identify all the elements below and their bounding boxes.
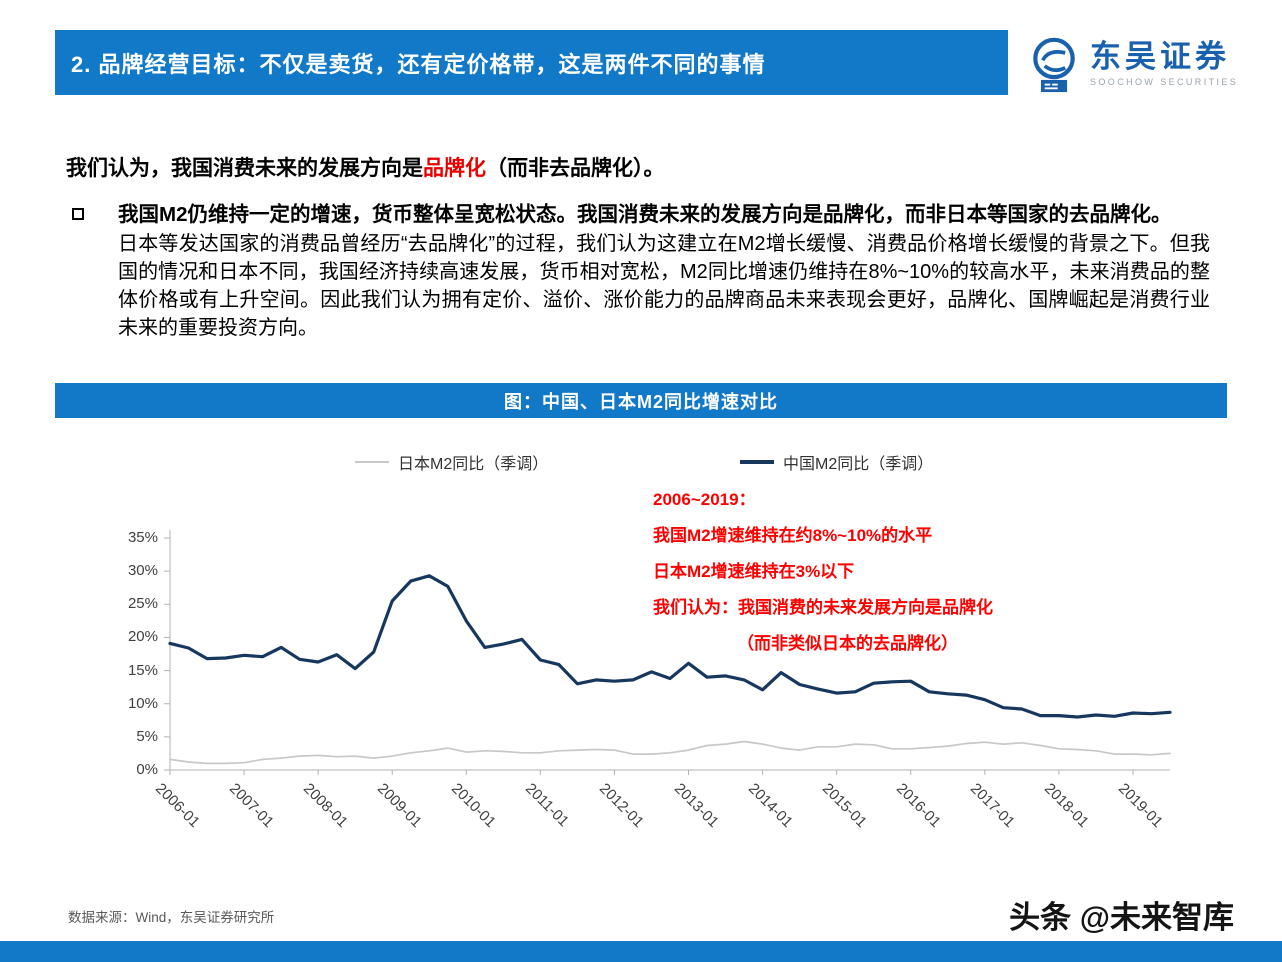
chart-canvas [164,530,1172,775]
data-source-note: 数据来源：Wind，东吴证券研究所 [68,910,275,925]
bullet-square-marker [72,208,84,220]
company-logo: 东吴证券 SOOCHOW SECURITIES [1026,36,1238,94]
y-axis-tick-label: 20% [127,628,158,646]
headline-prefix: 我们认为，我国消费未来的发展方向是 [66,157,423,180]
logo-name-cn: 东吴证券 [1090,39,1230,74]
chart-title: 图：中国、日本M2同比增速对比 [503,391,778,412]
bullet-paragraph: 我国M2仍维持一定的增速，货币整体呈宽松状态。我国消费未来的发展方向是品牌化，而… [118,201,1210,342]
y-axis-tick-label: 25% [127,595,158,613]
chart-title-bar: 图：中国、日本M2同比增速对比 [55,383,1227,418]
bottom-accent-bar [0,941,1282,962]
watermark-text: 头条 @未来智库 [1009,900,1234,935]
y-axis-tick-label: 10% [127,694,158,712]
header-bar: 2. 品牌经营目标：不仅是卖货，还有定价格带，这是两件不同的事情 [55,30,1008,95]
legend-label: 中国M2同比（季调） [783,456,934,473]
y-axis-tick-label: 30% [127,562,158,580]
legend-line-swatch [355,461,389,463]
y-axis-tick-label: 35% [127,529,158,546]
y-axis-tick-label: 15% [127,661,158,679]
legend-item: 中国M2同比（季调） [740,450,933,474]
chart-annotation: 2006~2019： 我国M2增速维持在约8%~10%的水平 日本M2增速维持在3%… [653,482,993,662]
m2-growth-chart: 日本M2同比（季调） 中国M2同比（季调） 2006~2019： 我国M2增速维持在… [0,418,1282,898]
legend-line-swatch [740,460,774,464]
bullet-bold-sentence: 我国M2仍维持一定的增速，货币整体呈宽松状态。我国消费未来的发展方向是品牌化，而… [118,203,1172,226]
y-axis-tick-label: 0% [136,761,158,778]
legend-label: 日本M2同比（季调） [398,456,549,473]
headline-suffix: （而非去品牌化）。 [486,157,665,180]
chart-annotation-line: 我国M2增速维持在约8%~10%的水平 [653,526,933,545]
logo-name-en: SOOCHOW SECURITIES [1090,77,1239,87]
page-title: 2. 品牌经营目标：不仅是卖货，还有定价格带，这是两件不同的事情 [71,51,766,77]
chart-annotation-line: 我们认为：我国消费的未来发展方向是品牌化 [653,598,993,617]
headline-highlight: 品牌化 [423,157,486,180]
y-axis-tick-label: 5% [136,727,158,745]
japan-m2-line [169,740,1171,765]
legend-item: 日本M2同比（季调） [355,450,548,474]
soochow-logo-icon [1033,37,1075,93]
section-headline: 我们认为，我国消费未来的发展方向是品牌化（而非去品牌化）。 [66,152,665,182]
bullet-body-text: 日本等发达国家的消费品曾经历“去品牌化”的过程，我们认为这建立在M2增长缓慢、消… [118,233,1210,339]
china-m2-line [168,574,1172,719]
logo-text: 东吴证券 SOOCHOW SECURITIES [1090,36,1239,88]
chart-annotation-line: 2006~2019： [653,490,756,509]
chart-annotation-line: 日本M2增速维持在3%以下 [653,562,855,581]
chart-annotation-line: （而非类似日本的去品牌化） [737,634,958,653]
